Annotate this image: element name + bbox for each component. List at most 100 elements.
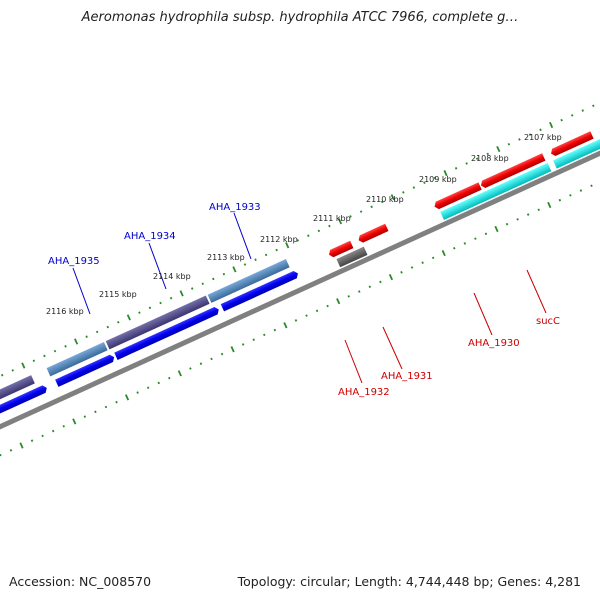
cds-arrow[interactable]	[327, 240, 354, 259]
major-tick	[443, 170, 448, 177]
minor-tick	[465, 162, 468, 165]
gene-label[interactable]: AHA_1930	[468, 338, 520, 349]
minor-tick	[0, 453, 2, 457]
minor-tick	[570, 114, 574, 117]
minor-tick	[486, 152, 489, 156]
gene-block[interactable]	[105, 295, 210, 350]
gene-block[interactable]	[0, 375, 35, 408]
major-tick	[72, 418, 77, 425]
minor-tick	[569, 194, 572, 197]
minor-tick	[528, 133, 532, 136]
minor-tick	[294, 319, 298, 322]
minor-tick	[410, 266, 414, 269]
major-tick	[124, 394, 130, 401]
minor-tick	[516, 218, 519, 221]
minor-tick	[222, 272, 226, 276]
minor-tick	[41, 434, 44, 438]
gene-block[interactable]	[207, 259, 290, 303]
cds-arrow[interactable]	[549, 131, 594, 157]
minor-tick	[507, 142, 511, 146]
minor-tick	[53, 349, 57, 353]
callout-lines	[72, 212, 547, 384]
minor-tick	[400, 271, 403, 274]
cds-arrow[interactable]	[114, 306, 220, 360]
cds-arrow[interactable]	[220, 270, 300, 312]
minor-tick	[0, 373, 4, 377]
gene-label[interactable]: AHA_1931	[381, 371, 433, 382]
minor-tick	[94, 410, 97, 414]
genome-backbone	[0, 113, 600, 467]
scale-label: 2109 kbp	[419, 175, 457, 184]
minor-tick	[264, 253, 268, 257]
minor-tick	[148, 306, 152, 310]
cds-arrow[interactable]	[433, 182, 482, 210]
scale-label: 2115 kbp	[99, 290, 137, 299]
gene-label[interactable]: AHA_1934	[124, 231, 176, 242]
major-tick	[496, 145, 501, 153]
minor-tick	[296, 239, 299, 242]
gene-label[interactable]: AHA_1933	[209, 202, 261, 213]
gene-block[interactable]	[336, 246, 368, 268]
major-tick	[494, 225, 499, 233]
minor-tick	[210, 357, 213, 361]
minor-tick	[349, 215, 352, 218]
minor-tick	[85, 335, 88, 338]
forward-gene-track	[0, 259, 290, 408]
minor-tick	[453, 246, 456, 250]
minor-tick	[104, 405, 108, 409]
gene-label[interactable]: AHA_1932	[338, 387, 390, 398]
callout-line	[72, 267, 91, 315]
major-tick	[285, 242, 290, 249]
minor-tick	[43, 354, 46, 358]
minor-tick	[51, 429, 55, 433]
major-tick	[19, 442, 24, 449]
minor-tick	[136, 391, 139, 394]
minor-tick	[358, 290, 361, 293]
gene-block[interactable]	[553, 135, 600, 169]
major-tick	[126, 314, 131, 321]
gene-label[interactable]: sucC	[536, 316, 560, 327]
callout-line	[526, 269, 547, 314]
callout-line	[233, 212, 252, 260]
minor-tick	[370, 205, 373, 209]
minor-tick	[558, 198, 562, 202]
minor-tick	[380, 200, 384, 204]
minor-tick	[189, 367, 192, 370]
minor-tick	[254, 258, 257, 261]
major-tick	[336, 298, 341, 305]
minor-tick	[539, 128, 542, 132]
major-tick	[21, 362, 26, 369]
minor-tick	[273, 328, 277, 332]
scale-label: 2113 kbp	[207, 253, 245, 262]
minor-tick	[275, 248, 278, 252]
major-tick	[547, 201, 552, 209]
minor-tick	[117, 320, 120, 324]
minor-tick	[83, 415, 87, 418]
minor-tick	[463, 242, 467, 245]
major-tick	[441, 249, 446, 257]
cds-arrow[interactable]	[479, 153, 546, 189]
minor-tick	[138, 311, 141, 314]
minor-tick	[11, 369, 14, 372]
callout-line	[148, 242, 167, 290]
minor-tick	[241, 343, 245, 346]
gene-label[interactable]: AHA_1935	[48, 256, 100, 267]
map-title: Aeromonas hydrophila subsp. hydrophila A…	[81, 10, 519, 25]
cds-arrow[interactable]	[0, 384, 48, 416]
minor-tick	[62, 424, 65, 428]
minor-tick	[347, 295, 350, 298]
minor-tick	[157, 381, 160, 385]
minor-tick	[115, 400, 118, 404]
gene-block[interactable]	[440, 162, 552, 221]
cds-arrow[interactable]	[357, 223, 389, 244]
minor-tick	[190, 287, 194, 290]
cds-arrow[interactable]	[55, 353, 116, 387]
reverse-gene-track	[336, 135, 600, 268]
major-tick	[232, 266, 237, 273]
scale-label: 2108 kbp	[471, 154, 509, 163]
inner-tick-ring	[0, 177, 600, 457]
minor-tick	[32, 359, 36, 363]
gene-block[interactable]	[46, 341, 108, 377]
scale-label: 2111 kbp	[313, 214, 351, 223]
minor-tick	[212, 277, 215, 281]
